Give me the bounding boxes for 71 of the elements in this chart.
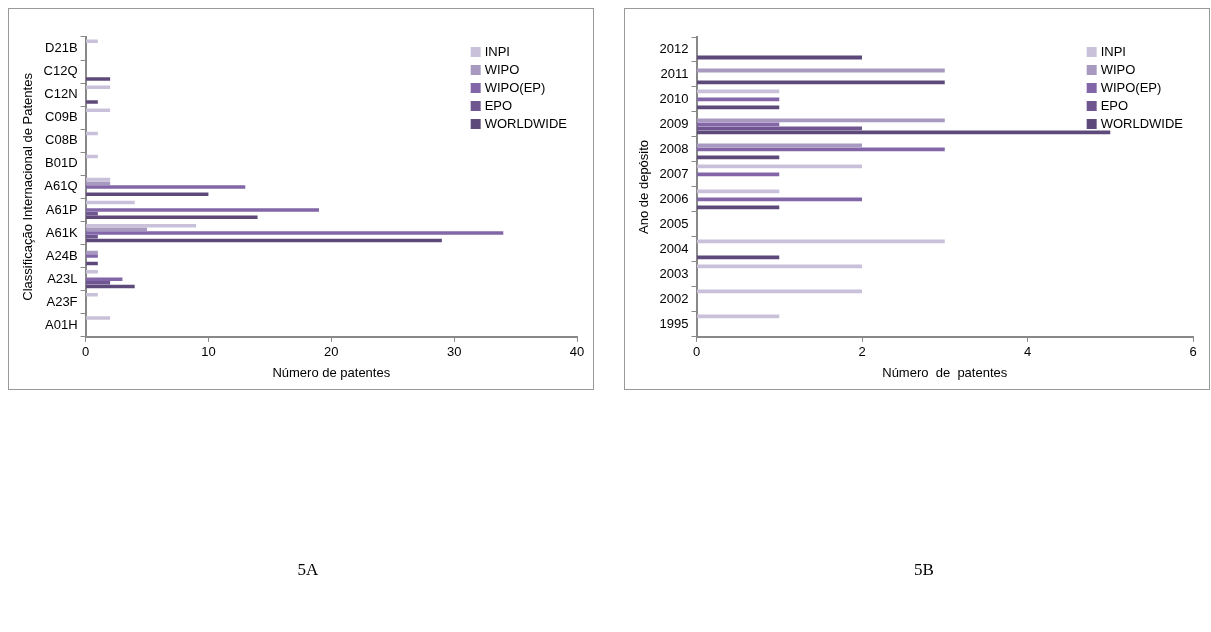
x-tick-label: 30	[446, 344, 462, 360]
x-tick-label: 4	[1023, 344, 1032, 360]
y-tick-label: C08B	[45, 132, 78, 148]
y-tick-label: 2011	[660, 66, 689, 82]
legend-label: WIPO	[484, 61, 520, 77]
bar	[697, 189, 780, 194]
bar	[697, 314, 780, 319]
y-tick-label: 2007	[659, 165, 689, 181]
x-tick-label: 0	[692, 344, 701, 360]
y-axis-title: Classificação Internacional de Patentes	[20, 72, 36, 301]
y-tick-label: B01D	[45, 155, 78, 171]
bar	[86, 277, 123, 281]
bar	[86, 270, 98, 274]
y-tick-label: A23L	[47, 270, 78, 286]
y-tick-label: A01H	[45, 316, 78, 332]
legend-label: EPO	[1100, 97, 1129, 113]
y-tick-label: 2005	[659, 215, 689, 231]
bar	[86, 254, 98, 258]
y-tick-label: 2008	[659, 141, 689, 156]
y-tick-label: 2002	[659, 290, 689, 306]
text: 5A	[296, 560, 320, 580]
x-tick-label: 10	[201, 344, 216, 360]
legend-label: INPI	[1100, 43, 1126, 59]
y-tick-label: D21B	[45, 40, 78, 56]
bar	[697, 239, 945, 244]
x-tick-label: 2	[858, 344, 866, 360]
legend-label: INPI	[484, 43, 510, 59]
bar	[697, 255, 780, 260]
y-tick-label: 2009	[659, 116, 689, 132]
y-tick-label: A23F	[46, 293, 78, 309]
y-tick-label: A61K	[45, 224, 78, 240]
y-tick-label: 1995	[659, 315, 689, 331]
bar	[86, 181, 111, 185]
bar	[697, 289, 863, 294]
bar	[86, 39, 98, 43]
y-tick-label: A61Q	[44, 178, 78, 194]
y-tick-label: A24B	[45, 247, 78, 263]
y-tick-label: 2004	[659, 240, 689, 256]
bar	[697, 264, 863, 269]
legend-label: WIPO	[1100, 61, 1136, 77]
bar	[86, 208, 319, 212]
bar	[86, 316, 111, 320]
legend-label: EPO	[484, 97, 513, 113]
y-tick-label: 2010	[659, 91, 689, 107]
x-axis-title: Número de patentes	[882, 364, 1008, 380]
bar	[86, 77, 111, 81]
bar	[86, 281, 111, 285]
text: 5B	[913, 560, 935, 580]
x-tick-label: 40	[569, 344, 585, 360]
x-tick-label: 20	[324, 344, 339, 360]
y-tick-label: 2012	[659, 41, 689, 57]
bar	[86, 293, 98, 297]
x-axis-title: Número de patentes	[272, 364, 391, 380]
bar	[697, 197, 863, 202]
y-tick-label: C12N	[44, 86, 78, 102]
y-tick-label: C09B	[45, 109, 78, 125]
y-axis-title: Ano de depósito	[636, 139, 652, 234]
legend-label: WIPO(EP)	[1100, 79, 1162, 95]
y-tick-label: C12Q	[43, 63, 78, 79]
legend-label: WORLDWIDE	[484, 115, 568, 131]
x-tick-label: 6	[1189, 344, 1197, 360]
bar	[86, 100, 98, 104]
bar	[697, 205, 780, 210]
x-tick-label: 0	[81, 344, 90, 360]
legend-label: WIPO(EP)	[484, 79, 546, 95]
bar	[86, 185, 246, 189]
legend-label: WORLDWIDE	[1100, 115, 1184, 131]
y-tick-label: 2006	[659, 190, 689, 206]
bar	[86, 231, 504, 235]
y-tick-label: A61P	[45, 201, 78, 217]
y-tick-label: 2003	[659, 265, 689, 281]
